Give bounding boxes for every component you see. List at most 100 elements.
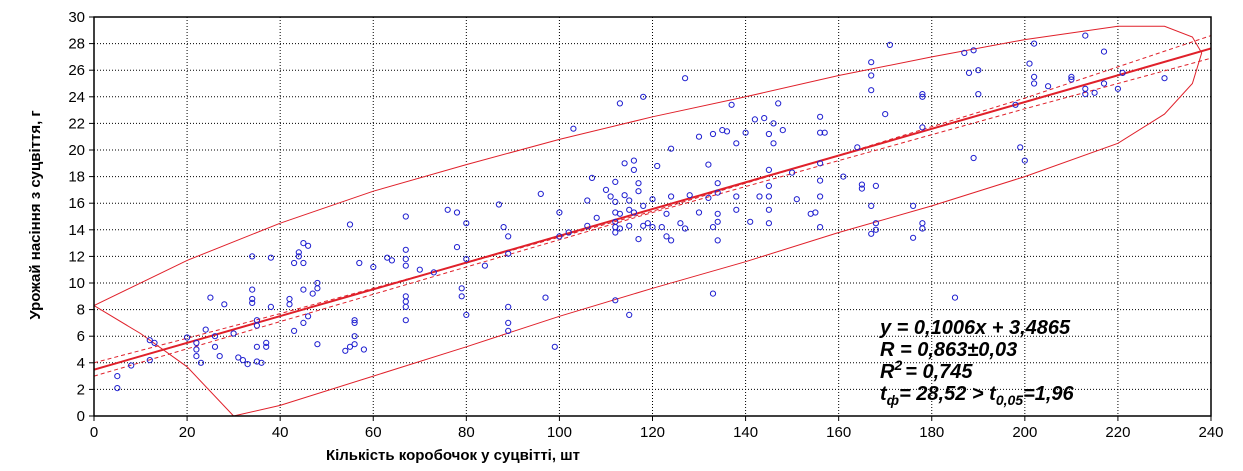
data-point: [817, 129, 824, 136]
data-point: [500, 224, 507, 231]
data-point: [630, 157, 638, 164]
data-point: [416, 266, 423, 273]
data-point: [658, 224, 665, 231]
data-point: [630, 166, 638, 173]
data-point: [244, 361, 251, 368]
regression-line: [94, 47, 1211, 371]
data-point: [402, 262, 409, 269]
r2-main: R: [880, 361, 895, 383]
data-point: [695, 209, 703, 216]
data-point: [616, 100, 624, 107]
data-point: [682, 225, 689, 232]
y-tick-label: 12: [68, 248, 85, 265]
tick-labels: 0 20 40 60 80 100 120 140 160 180 200 220 2400246810…: [68, 9, 1223, 441]
data-point: [640, 93, 647, 100]
data-point: [593, 214, 600, 221]
data-point: [626, 197, 633, 204]
data-point: [961, 49, 968, 57]
data-point: [300, 286, 307, 293]
data-point: [235, 354, 242, 361]
data-point: [314, 341, 321, 348]
data-point: [263, 343, 270, 350]
y-tick-label: 16: [68, 195, 85, 212]
data-point: [919, 225, 926, 232]
data-point: [505, 303, 512, 310]
t-test: tф= 28,52 > t0,05=1,96: [880, 383, 1075, 408]
data-point: [1114, 85, 1122, 92]
data-point: [351, 317, 358, 324]
x-tick-label: 80: [458, 424, 475, 441]
x-tick-label: 240: [1198, 424, 1223, 441]
data-point: [789, 169, 796, 176]
y-tick-label: 0: [77, 408, 85, 425]
data-point: [286, 301, 293, 308]
data-point: [463, 256, 470, 263]
data-point: [858, 185, 866, 192]
x-tick-label: 180: [919, 424, 944, 441]
data-point: [556, 209, 563, 216]
t-main: t: [880, 383, 888, 405]
data-point: [1082, 32, 1089, 39]
data-point: [463, 220, 470, 227]
data-point: [840, 173, 847, 180]
data-point: [402, 298, 409, 305]
data-point: [230, 330, 237, 337]
data-point: [551, 343, 558, 350]
data-point: [249, 299, 256, 306]
data-point: [765, 182, 773, 189]
data-point: [505, 233, 512, 240]
data-point: [458, 285, 465, 292]
data-point: [733, 206, 740, 213]
data-point: [1031, 73, 1038, 81]
data-point: [723, 128, 731, 135]
data-point: [146, 337, 153, 344]
data-point: [384, 254, 391, 261]
data-point: [221, 301, 228, 308]
data-point: [817, 177, 824, 184]
data-point: [709, 290, 717, 297]
t-middle: = 28,52 > t: [899, 383, 997, 405]
data-point: [202, 326, 209, 333]
data-point: [249, 253, 256, 260]
data-point: [975, 67, 982, 74]
data-point: [714, 210, 721, 217]
data-point: [146, 357, 153, 364]
data-point: [817, 224, 824, 231]
data-point: [402, 293, 409, 300]
data-point: [765, 206, 773, 213]
data-point: [351, 333, 358, 340]
x-tick-label: 100: [547, 424, 572, 441]
data-point: [733, 140, 740, 147]
data-point: [919, 220, 926, 227]
data-point: [612, 198, 619, 205]
data-point: [263, 339, 270, 346]
data-point: [621, 160, 628, 167]
data-point: [481, 262, 488, 269]
data-point: [388, 257, 395, 264]
data-point: [588, 174, 596, 181]
data-point: [668, 193, 675, 200]
data-point: [970, 47, 977, 54]
data-point: [1031, 80, 1038, 87]
data-point: [239, 357, 246, 364]
data-point: [1100, 48, 1108, 55]
data-point: [765, 220, 773, 227]
x-tick-label: 220: [1105, 424, 1130, 441]
data-point: [621, 192, 628, 199]
data-point: [253, 343, 260, 350]
data-point: [872, 182, 880, 189]
data-point: [635, 236, 642, 243]
data-point: [495, 201, 502, 208]
data-point: [1161, 75, 1168, 82]
data-point: [612, 178, 619, 185]
data-point: [817, 193, 824, 200]
data-point: [300, 319, 307, 326]
regression-annotation: y = 0,1006x + 3,4865 R = 0,863±0,03 R2 = …: [879, 317, 1075, 408]
data-point: [1045, 83, 1052, 90]
data-point: [1012, 101, 1019, 108]
data-point: [751, 116, 759, 123]
y-tick-label: 24: [68, 89, 85, 106]
data-point: [747, 218, 754, 225]
